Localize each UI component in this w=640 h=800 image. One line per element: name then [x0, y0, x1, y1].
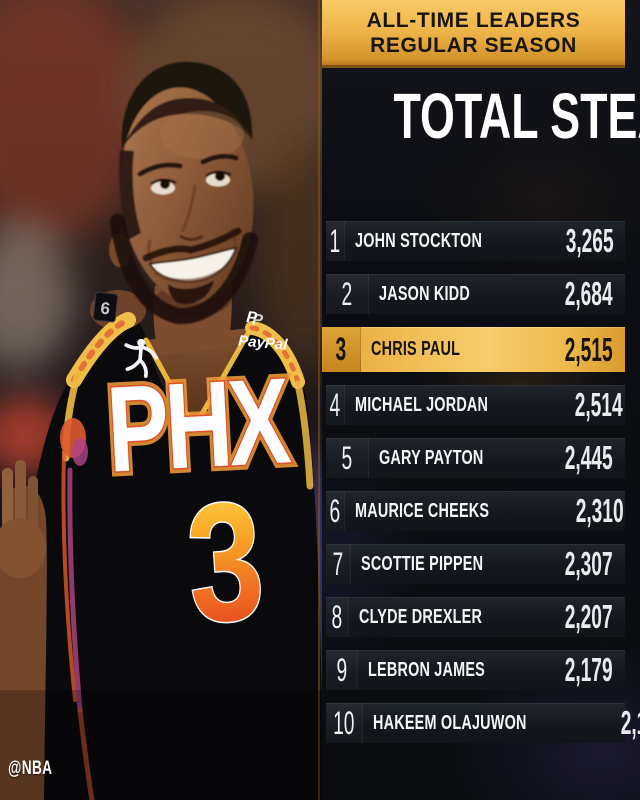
rank: 4 [326, 385, 345, 425]
jersey [12, 315, 322, 800]
header-line-2: REGULAR SEASON [370, 33, 577, 57]
bottom-vignette [0, 690, 322, 800]
stats-panel: ALL-TIME LEADERS REGULAR SEASON TOTAL ST… [322, 0, 640, 800]
player-photo: 6 P P PayPal PHX PHX [0, 0, 322, 800]
rank: 2 [326, 274, 369, 314]
rank: 10 [326, 703, 363, 743]
side-trim-magenta [72, 438, 88, 466]
svg-text:3: 3 [181, 466, 269, 658]
paypal-pp-icon: P [246, 309, 258, 327]
leader-row-6: 6 MAURICE CHEEKS 2,310 [326, 491, 625, 531]
player-name: LEBRON JAMES [367, 658, 485, 681]
svg-text:PHX: PHX [104, 352, 294, 498]
leader-row-5: 5 GARY PAYTON 2,445 [326, 438, 625, 478]
rank: 9 [326, 650, 358, 690]
rank: 7 [326, 544, 351, 584]
header-line-1: ALL-TIME LEADERS [366, 8, 581, 32]
rank: 5 [326, 438, 369, 478]
leader-row-4: 4 MICHAEL JORDAN 2,514 [326, 385, 625, 425]
paypal-pp-icon-2: P [251, 312, 263, 330]
leader-row-9: 9 LEBRON JAMES 2,179 [326, 650, 625, 690]
rank: 3 [322, 327, 361, 372]
player-arm [0, 460, 47, 800]
rank: 6 [326, 491, 345, 531]
player-name: SCOTTIE PIPPEN [360, 552, 483, 575]
steals-value: 2,684 [565, 275, 613, 312]
jersey-number-text: 3 [180, 465, 270, 660]
steals-value: 2,307 [565, 545, 613, 582]
steals-value: 2,162 [620, 704, 640, 741]
photo-edge-line [318, 0, 320, 800]
steals-value: 2,515 [565, 330, 613, 368]
leader-row-1: 1 JOHN STOCKTON 3,265 [326, 221, 625, 261]
player-name: CLYDE DREXLER [359, 605, 483, 628]
leader-row-7: 7 SCOTTIE PIPPEN 2,307 [326, 544, 625, 584]
jersey-trim [61, 312, 314, 800]
steals-value: 2,207 [565, 598, 613, 635]
leader-row-8: 8 CLYDE DREXLER 2,207 [326, 597, 625, 637]
player-head [109, 61, 258, 325]
steals-value: 2,514 [574, 386, 623, 423]
nba-watermark: @NBA [8, 758, 53, 779]
steals-value: 2,445 [565, 439, 613, 476]
player-name: MAURICE CHEEKS [354, 499, 490, 522]
leader-row-2: 2 JASON KIDD 2,684 [326, 274, 625, 314]
steals-value: 2,179 [565, 651, 613, 688]
patch-number: 6 [100, 299, 111, 319]
player-name: CHRIS PAUL [371, 338, 461, 360]
player-name: GARY PAYTON [379, 446, 484, 469]
svg-text:PHX: PHX [104, 352, 294, 498]
player-name: JASON KIDD [379, 282, 470, 305]
paypal-logo: P P PayPal [238, 309, 289, 354]
steals-value: 2,310 [575, 492, 624, 529]
leader-row-10: 10 HAKEEM OLAJUWON 2,162 [326, 703, 640, 743]
jumpman-icon [124, 338, 158, 378]
rank: 8 [326, 597, 350, 637]
paypal-wordmark: PayPal [238, 332, 289, 353]
jersey-team-text: PHX PHX [99, 348, 297, 502]
list-title: TOTAL STEALS [393, 80, 640, 152]
leader-row-3-highlighted: 3 CHRIS PAUL 2,515 [322, 327, 625, 372]
gold-header: ALL-TIME LEADERS REGULAR SEASON [322, 0, 625, 68]
patch: 6 [92, 291, 119, 323]
player-name: MICHAEL JORDAN [354, 393, 488, 416]
leaderboard: 1 JOHN STOCKTON 3,265 2 JASON KIDD 2,684… [322, 221, 640, 743]
player-photo-illustration: 6 P P PayPal PHX PHX [0, 0, 322, 800]
rank: 1 [326, 221, 345, 261]
steals-value: 3,265 [566, 222, 614, 259]
player-name: HAKEEM OLAJUWON [372, 711, 527, 734]
player-name: JOHN STOCKTON [354, 229, 482, 252]
